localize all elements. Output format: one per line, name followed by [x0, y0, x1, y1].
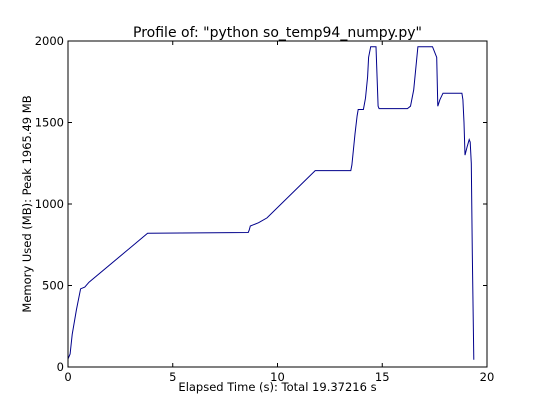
chart-title: Profile of: "python so_temp94_numpy.py"	[133, 25, 422, 41]
y-tick-label: 2000	[35, 34, 64, 48]
x-tick-label: 5	[169, 370, 176, 384]
x-axis-label: Elapsed Time (s): Total 19.37216 s	[178, 380, 376, 394]
x-tick-label: 10	[270, 370, 285, 384]
x-tick-label: 20	[480, 370, 495, 384]
x-tick-label: 15	[375, 370, 390, 384]
y-axis-ticks: 0 500 1000 1500 2000	[35, 34, 487, 374]
y-axis-label: Memory Used (MB): Peak 1965.49 MB	[20, 95, 34, 312]
y-tick-label: 0	[57, 360, 64, 374]
x-tick-label: 0	[64, 370, 71, 384]
series-line-memory-used	[67, 46, 475, 360]
y-tick-label: 1000	[35, 197, 64, 211]
y-tick-label: 500	[42, 279, 64, 293]
y-tick-label: 1500	[35, 116, 64, 130]
x-axis-ticks: 0 5 10 15 20	[64, 41, 494, 384]
